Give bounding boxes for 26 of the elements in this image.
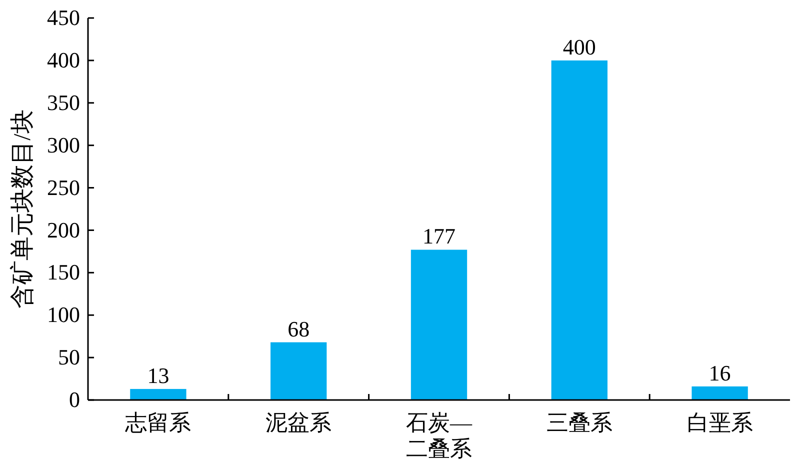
bar bbox=[270, 342, 327, 400]
x-tick-label: 三叠系 bbox=[546, 410, 612, 435]
x-tick-label: 石炭—二叠系 bbox=[406, 410, 473, 461]
y-tick-label: 450 bbox=[47, 5, 80, 30]
x-tick-label: 泥盆系 bbox=[266, 410, 332, 435]
y-tick-label: 150 bbox=[47, 260, 80, 285]
bar bbox=[130, 388, 186, 400]
y-tick-label: 300 bbox=[47, 132, 80, 158]
y-tick-label: 250 bbox=[47, 174, 80, 200]
y-tick-label: 200 bbox=[47, 217, 80, 242]
bar bbox=[551, 60, 608, 400]
data-label: 13 bbox=[147, 362, 170, 388]
data-label: 177 bbox=[422, 224, 456, 249]
y-tick-label: 50 bbox=[58, 344, 80, 370]
y-tick-label: 0 bbox=[69, 387, 80, 412]
data-label: 68 bbox=[288, 316, 310, 342]
data-label: 16 bbox=[708, 360, 731, 386]
y-tick-label: 400 bbox=[47, 47, 80, 72]
bar bbox=[692, 386, 748, 400]
bar bbox=[410, 250, 468, 400]
data-label: 400 bbox=[562, 34, 596, 60]
y-tick-label: 350 bbox=[47, 90, 80, 115]
y-tick-label: 100 bbox=[47, 302, 80, 328]
x-tick-label: 白垩系 bbox=[686, 410, 753, 435]
x-tick-label: 志留系 bbox=[125, 410, 192, 435]
y-axis-title: 含矿单元块数目/块 bbox=[9, 110, 36, 308]
